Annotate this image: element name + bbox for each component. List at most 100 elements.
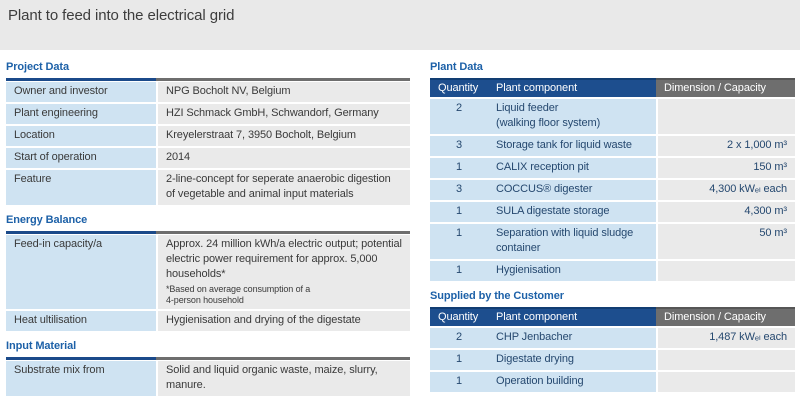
table-row: Owner and investor NPG Bocholt NV, Belgi… bbox=[6, 82, 410, 102]
row-value: Kreyelerstraat 7, 3950 Bocholt, Belgium bbox=[158, 126, 410, 146]
component-cell: Hygienisation bbox=[488, 261, 656, 281]
table-row: Heat ultilisation Hygienisation and dryi… bbox=[6, 311, 410, 331]
component-cell: CALIX reception pit bbox=[488, 158, 656, 178]
component-cell: Storage tank for liquid waste bbox=[488, 136, 656, 156]
title-band: Plant to feed into the electrical grid bbox=[0, 0, 800, 50]
row-value: 2014 bbox=[158, 148, 410, 168]
left-column: Project Data Owner and investor NPG Boch… bbox=[6, 61, 410, 405]
column-header-quantity: Quantity bbox=[438, 82, 479, 94]
row-label: Owner and investor bbox=[6, 82, 156, 102]
table-top-border bbox=[6, 357, 410, 360]
quantity-cell: 3 bbox=[430, 180, 488, 200]
row-value: Hygienisation and drying of the digestat… bbox=[158, 311, 410, 331]
component-cell: CHP Jenbacher bbox=[488, 328, 656, 348]
quantity-cell: 1 bbox=[430, 158, 488, 178]
table-row: 2 CHP Jenbacher 1,487 kWₑₗ each bbox=[430, 328, 795, 348]
border-gray-segment bbox=[156, 231, 410, 234]
row-label: Start of operation bbox=[6, 148, 156, 168]
column-header-dimension: Dimension / Capacity bbox=[656, 307, 795, 326]
quantity-cell: 2 bbox=[430, 99, 488, 134]
dimension-cell: 150 m³ bbox=[658, 158, 795, 178]
table-row: 1 Hygienisation bbox=[430, 261, 795, 281]
quantity-cell: 1 bbox=[430, 372, 488, 392]
table-header-row: Quantity Plant component Dimension / Cap… bbox=[430, 78, 795, 97]
table-top-border bbox=[6, 231, 410, 234]
section-heading-energy-balance: Energy Balance bbox=[6, 214, 88, 226]
dimension-cell: 50 m³ bbox=[658, 224, 795, 259]
table-row: Start of operation 2014 bbox=[6, 148, 410, 168]
page-title: Plant to feed into the electrical grid bbox=[8, 7, 235, 24]
table-row: 1 CALIX reception pit 150 m³ bbox=[430, 158, 795, 178]
row-label: Heat ultilisation bbox=[6, 311, 156, 331]
table-top-border bbox=[6, 78, 410, 81]
table-row: 1 Separation with liquid sludge containe… bbox=[430, 224, 795, 259]
dimension-cell bbox=[658, 261, 795, 281]
quantity-cell: 3 bbox=[430, 136, 488, 156]
border-gray-segment bbox=[156, 78, 410, 81]
quantity-cell: 1 bbox=[430, 261, 488, 281]
row-value: NPG Bocholt NV, Belgium bbox=[158, 82, 410, 102]
row-value: Approx. 24 million kWh/a electric output… bbox=[158, 235, 410, 309]
component-cell: SULA digestate storage bbox=[488, 202, 656, 222]
row-label: Substrate mix from bbox=[6, 361, 156, 396]
dimension-cell: 1,487 kWₑₗ each bbox=[658, 328, 795, 348]
row-label: Feed-in capacity/a bbox=[6, 235, 156, 309]
row-value-text: Approx. 24 million kWh/a electric output… bbox=[166, 238, 402, 280]
section-heading-input-material: Input Material bbox=[6, 340, 77, 352]
row-label: Location bbox=[6, 126, 156, 146]
section-supplied-by-customer: Supplied by the Customer Quantity Plant … bbox=[430, 290, 795, 392]
component-cell: Operation building bbox=[488, 372, 656, 392]
content-area: Project Data Owner and investor NPG Boch… bbox=[0, 61, 800, 405]
table-row: Location Kreyelerstraat 7, 3950 Bocholt,… bbox=[6, 126, 410, 146]
table-row: Substrate mix from Solid and liquid orga… bbox=[6, 361, 410, 396]
dimension-cell bbox=[658, 350, 795, 370]
border-navy-segment bbox=[6, 78, 156, 81]
right-column: Plant Data Quantity Plant component Dime… bbox=[430, 61, 795, 405]
column-header-component: Plant component bbox=[496, 311, 578, 323]
row-label: Feature bbox=[6, 170, 156, 205]
dimension-cell bbox=[658, 372, 795, 392]
table-row: Plant engineering HZI Schmack GmbH, Schw… bbox=[6, 104, 410, 124]
border-gray-segment bbox=[156, 357, 410, 360]
table-row: 3 COCCUS® digester 4,300 kWₑₗ each bbox=[430, 180, 795, 200]
border-navy-segment bbox=[6, 231, 156, 234]
dimension-cell bbox=[658, 99, 795, 134]
row-label: Plant engineering bbox=[6, 104, 156, 124]
row-value: Solid and liquid organic waste, maize, s… bbox=[158, 361, 410, 396]
quantity-cell: 1 bbox=[430, 224, 488, 259]
row-footnote: *Based on average consumption of a 4-per… bbox=[166, 284, 311, 305]
column-header-dimension: Dimension / Capacity bbox=[656, 78, 795, 97]
table-row: 1 SULA digestate storage 4,300 m³ bbox=[430, 202, 795, 222]
quantity-cell: 1 bbox=[430, 202, 488, 222]
component-cell: Separation with liquid sludge container bbox=[488, 224, 656, 259]
dimension-cell: 4,300 m³ bbox=[658, 202, 795, 222]
section-project-data: Project Data Owner and investor NPG Boch… bbox=[6, 61, 410, 205]
table-row: 1 Digestate drying bbox=[430, 350, 795, 370]
dimension-cell: 4,300 kWₑₗ each bbox=[658, 180, 795, 200]
row-value: HZI Schmack GmbH, Schwandorf, Germany bbox=[158, 104, 410, 124]
table-header-navy: Quantity Plant component bbox=[430, 307, 656, 326]
section-heading-plant-data: Plant Data bbox=[430, 61, 483, 73]
table-header-row: Quantity Plant component Dimension / Cap… bbox=[430, 307, 795, 326]
section-energy-balance: Energy Balance Feed-in capacity/a Approx… bbox=[6, 214, 410, 331]
table-row: 1 Operation building bbox=[430, 372, 795, 392]
row-value: 2-line-concept for seperate anaerobic di… bbox=[158, 170, 410, 205]
table-header-navy: Quantity Plant component bbox=[430, 78, 656, 97]
section-plant-data: Plant Data Quantity Plant component Dime… bbox=[430, 61, 795, 281]
component-cell: Liquid feeder (walking floor system) bbox=[488, 99, 656, 134]
section-heading-supplied-by-customer: Supplied by the Customer bbox=[430, 290, 564, 302]
section-input-material: Input Material Substrate mix from Solid … bbox=[6, 340, 410, 396]
quantity-cell: 1 bbox=[430, 350, 488, 370]
dimension-cell: 2 x 1,000 m³ bbox=[658, 136, 795, 156]
component-cell: Digestate drying bbox=[488, 350, 656, 370]
column-header-quantity: Quantity bbox=[438, 311, 479, 323]
table-row: 2 Liquid feeder (walking floor system) bbox=[430, 99, 795, 134]
quantity-cell: 2 bbox=[430, 328, 488, 348]
section-heading-project-data: Project Data bbox=[6, 61, 69, 73]
border-navy-segment bbox=[6, 357, 156, 360]
component-cell: COCCUS® digester bbox=[488, 180, 656, 200]
table-row: Feed-in capacity/a Approx. 24 million kW… bbox=[6, 235, 410, 309]
column-header-component: Plant component bbox=[496, 82, 578, 94]
table-row: Feature 2-line-concept for seperate anae… bbox=[6, 170, 410, 205]
